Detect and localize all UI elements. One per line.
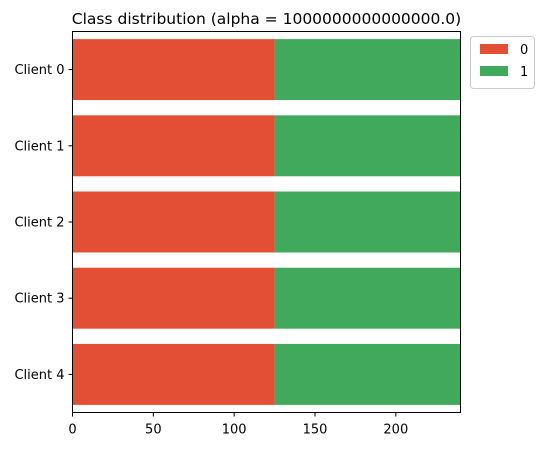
legend-label-1: 1 — [520, 65, 528, 80]
bars-group — [72, 39, 461, 405]
bar-client-2-class-1 — [274, 191, 461, 253]
y-tick-label: Client 3 — [14, 292, 64, 307]
plot-frame — [72, 31, 461, 413]
bar-client-4-class-1 — [274, 343, 461, 405]
bar-client-4-class-0 — [72, 343, 275, 405]
bar-client-1-class-1 — [274, 115, 461, 177]
y-tick-label: Client 0 — [14, 63, 64, 78]
x-tick-label: 100 — [222, 423, 247, 438]
x-axis: 0 50 100 150 200 — [68, 412, 408, 438]
bar-client-1-class-0 — [72, 115, 275, 177]
x-tick-label: 50 — [145, 423, 162, 438]
legend-swatch-0 — [480, 44, 508, 54]
bar-client-0-class-0 — [72, 39, 275, 101]
legend: 01 — [470, 36, 535, 89]
bar-client-2-class-0 — [72, 191, 275, 253]
bar-client-0-class-1 — [274, 39, 461, 101]
x-tick-label: 0 — [68, 423, 76, 438]
y-axis: Client 0 Client 1 Client 2 Client 3 Client 4 — [14, 63, 73, 383]
y-tick-label: Client 4 — [14, 368, 64, 383]
legend-swatch-1 — [480, 66, 508, 76]
chart-title: Class distribution (alpha = 100000000000… — [72, 10, 461, 28]
bar-client-3-class-0 — [72, 267, 275, 329]
y-tick-label: Client 1 — [14, 139, 64, 154]
x-tick-label: 150 — [303, 423, 328, 438]
bar-client-3-class-1 — [274, 267, 461, 329]
y-tick-label: Client 2 — [14, 216, 64, 231]
legend-label-0: 0 — [520, 43, 528, 58]
x-tick-label: 200 — [383, 423, 408, 438]
